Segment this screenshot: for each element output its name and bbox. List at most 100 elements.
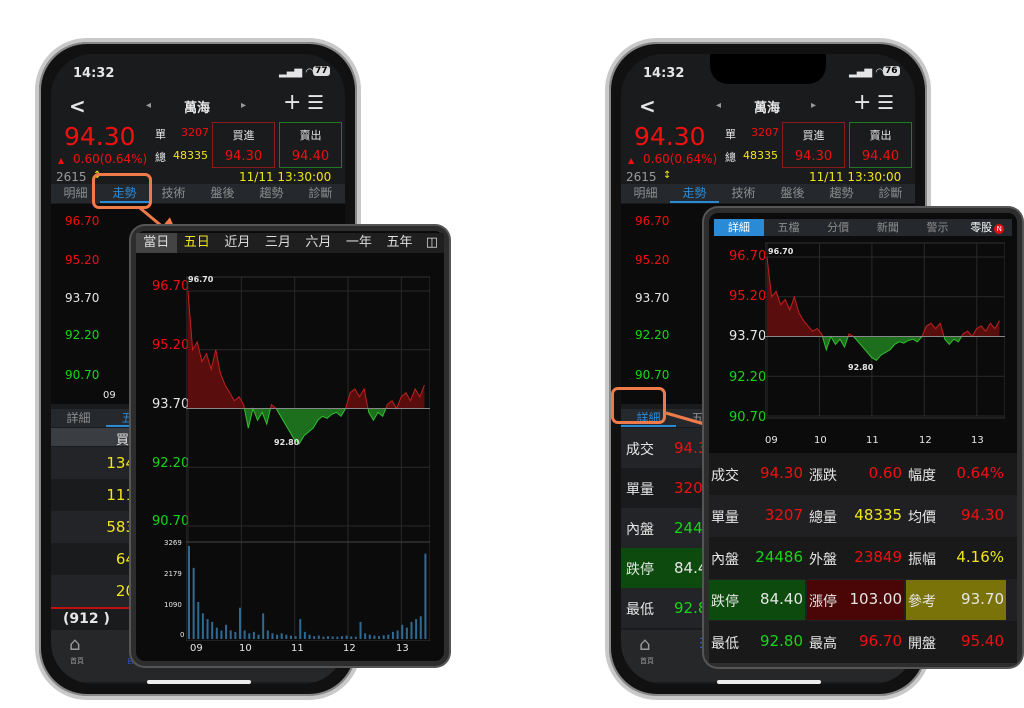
tab-odd-lot[interactable]: 零股 N [962, 219, 1012, 236]
volume-bar [405, 627, 408, 639]
add-button[interactable]: + [853, 90, 872, 115]
tab-price-volume[interactable]: 分價 [827, 221, 850, 234]
sell-button[interactable]: 賣出 94.40 [849, 122, 912, 168]
next-stock-button[interactable]: ▸ [241, 100, 247, 111]
price-line-down [243, 408, 398, 445]
x-tick: 13 [396, 643, 409, 654]
next-stock-button[interactable]: ▸ [811, 100, 817, 111]
single-volume: 3207 [181, 126, 209, 139]
menu-button[interactable]: ☰ [877, 92, 895, 114]
tab-five-levels[interactable]: 五檔 [777, 221, 800, 234]
y-tick: 96.70 [65, 214, 100, 228]
home-icon[interactable]: ⌂ [639, 634, 651, 655]
price-volume-chart[interactable] [186, 261, 430, 641]
tab-after-hours[interactable]: 盤後 [210, 186, 235, 200]
tab-diagnosis[interactable]: 診斷 [878, 186, 903, 200]
y-tick: 92.20 [65, 328, 100, 342]
range-5y[interactable]: 五年 [386, 235, 413, 250]
prev-stock-button[interactable]: ◂ [716, 100, 722, 111]
volume-bar [234, 631, 237, 639]
price-change: 0.60(0.64%) [73, 152, 148, 166]
range-5d[interactable]: 五日 [183, 235, 210, 250]
y-tick: 90.70 [729, 410, 767, 425]
range-6m[interactable]: 六月 [305, 235, 332, 250]
back-button[interactable]: < [69, 94, 86, 118]
price-area-down [767, 336, 1000, 361]
volume-bar [410, 621, 413, 639]
notch [710, 54, 826, 84]
volume-bar [387, 634, 390, 639]
detail-cell: 均價 94.30 [906, 496, 1006, 536]
volume-bar [276, 634, 279, 639]
detail-value: 103.00 [849, 590, 903, 608]
tab-trends[interactable]: 趨勢 [829, 186, 854, 200]
range-today[interactable]: 當日 [136, 233, 177, 253]
bid-header: 買 [116, 433, 130, 448]
switch-icon[interactable]: ↕ [663, 170, 672, 181]
buy-label: 買進 [802, 129, 825, 142]
volume-bar [243, 630, 246, 639]
back-button[interactable]: < [639, 94, 656, 118]
tab-after-hours[interactable]: 盤後 [780, 186, 805, 200]
last-price: 94.30 [64, 122, 136, 151]
volume-bar [345, 635, 348, 639]
range-3m[interactable]: 三月 [264, 235, 291, 250]
last-price: 94.30 [634, 122, 706, 151]
volume-bar [294, 636, 297, 639]
detail-value: 48335 [854, 506, 902, 524]
home-icon[interactable]: ⌂ [69, 634, 81, 655]
tab-technical[interactable]: 技術 [161, 186, 186, 200]
detail-tabs: 詳細 五檔 分價 新聞 警示 零股 N [714, 219, 1012, 236]
y-tick: 96.70 [152, 279, 190, 294]
stock-code: 2615 [626, 170, 657, 184]
y-tick: 95.20 [65, 253, 100, 267]
tab-detail[interactable]: 明細 [63, 186, 88, 200]
sell-button[interactable]: 賣出 94.40 [279, 122, 342, 168]
bid-volume: 64 [115, 550, 135, 568]
prev-stock-button[interactable]: ◂ [146, 100, 152, 111]
total-volume: 48335 [743, 149, 778, 162]
tab-detail[interactable]: 明細 [633, 186, 658, 200]
detail-label: 內盤 [711, 552, 739, 568]
price-change: 0.60(0.64%) [643, 152, 718, 166]
tab-details[interactable]: 詳細 [714, 219, 764, 236]
volume-bar [215, 627, 218, 639]
volume-bar [391, 631, 394, 639]
tab-details[interactable]: 詳細 [66, 411, 91, 425]
buy-button[interactable]: 買進 94.30 [782, 122, 845, 168]
y-tick: 93.70 [635, 291, 670, 305]
tab-news[interactable]: 新聞 [876, 221, 899, 234]
plot-frame [765, 242, 1005, 419]
detail-value: 0.64% [956, 464, 1004, 482]
tab-diagnosis[interactable]: 診斷 [308, 186, 333, 200]
volume-bar [211, 621, 214, 639]
expanded-detail-popup: 詳細 五檔 分價 新聞 警示 零股 N 96.70 95.20 93.70 92.… [704, 208, 1022, 667]
nav-home[interactable]: 首頁 [70, 657, 84, 665]
detail-cell: 最低 92.80 [709, 622, 805, 662]
x-tick: 11 [291, 643, 304, 654]
detail-value: 4.16% [956, 548, 1004, 566]
price-volume-chart[interactable] [765, 239, 1005, 435]
volume-bar [303, 631, 306, 639]
add-button[interactable]: + [283, 90, 302, 115]
range-1y[interactable]: 一年 [345, 235, 372, 250]
detail-cell: 漲停 103.00 [807, 580, 904, 620]
buy-button[interactable]: 買進 94.30 [212, 122, 275, 168]
stock-title: 萬海 [184, 101, 211, 116]
nav-home[interactable]: 首頁 [640, 657, 654, 665]
y-tick: 95.20 [635, 253, 670, 267]
tab-technical[interactable]: 技術 [731, 186, 756, 200]
single-volume: 3207 [751, 126, 779, 139]
tab-trend[interactable]: 走勢 [670, 184, 719, 203]
detail-label: 跌停 [626, 562, 654, 578]
menu-button[interactable]: ☰ [307, 92, 325, 114]
tab-alerts[interactable]: 警示 [926, 221, 949, 234]
tab-trends[interactable]: 趨勢 [259, 186, 284, 200]
collapse-icon[interactable]: ◫ [425, 235, 439, 250]
tab-trend[interactable]: 走勢 [100, 184, 149, 203]
total-label: 總 [725, 151, 736, 164]
range-1m[interactable]: 近月 [224, 235, 251, 250]
volume-bar [192, 567, 195, 639]
price-line-down [821, 336, 973, 362]
x-tick: 12 [919, 435, 932, 446]
